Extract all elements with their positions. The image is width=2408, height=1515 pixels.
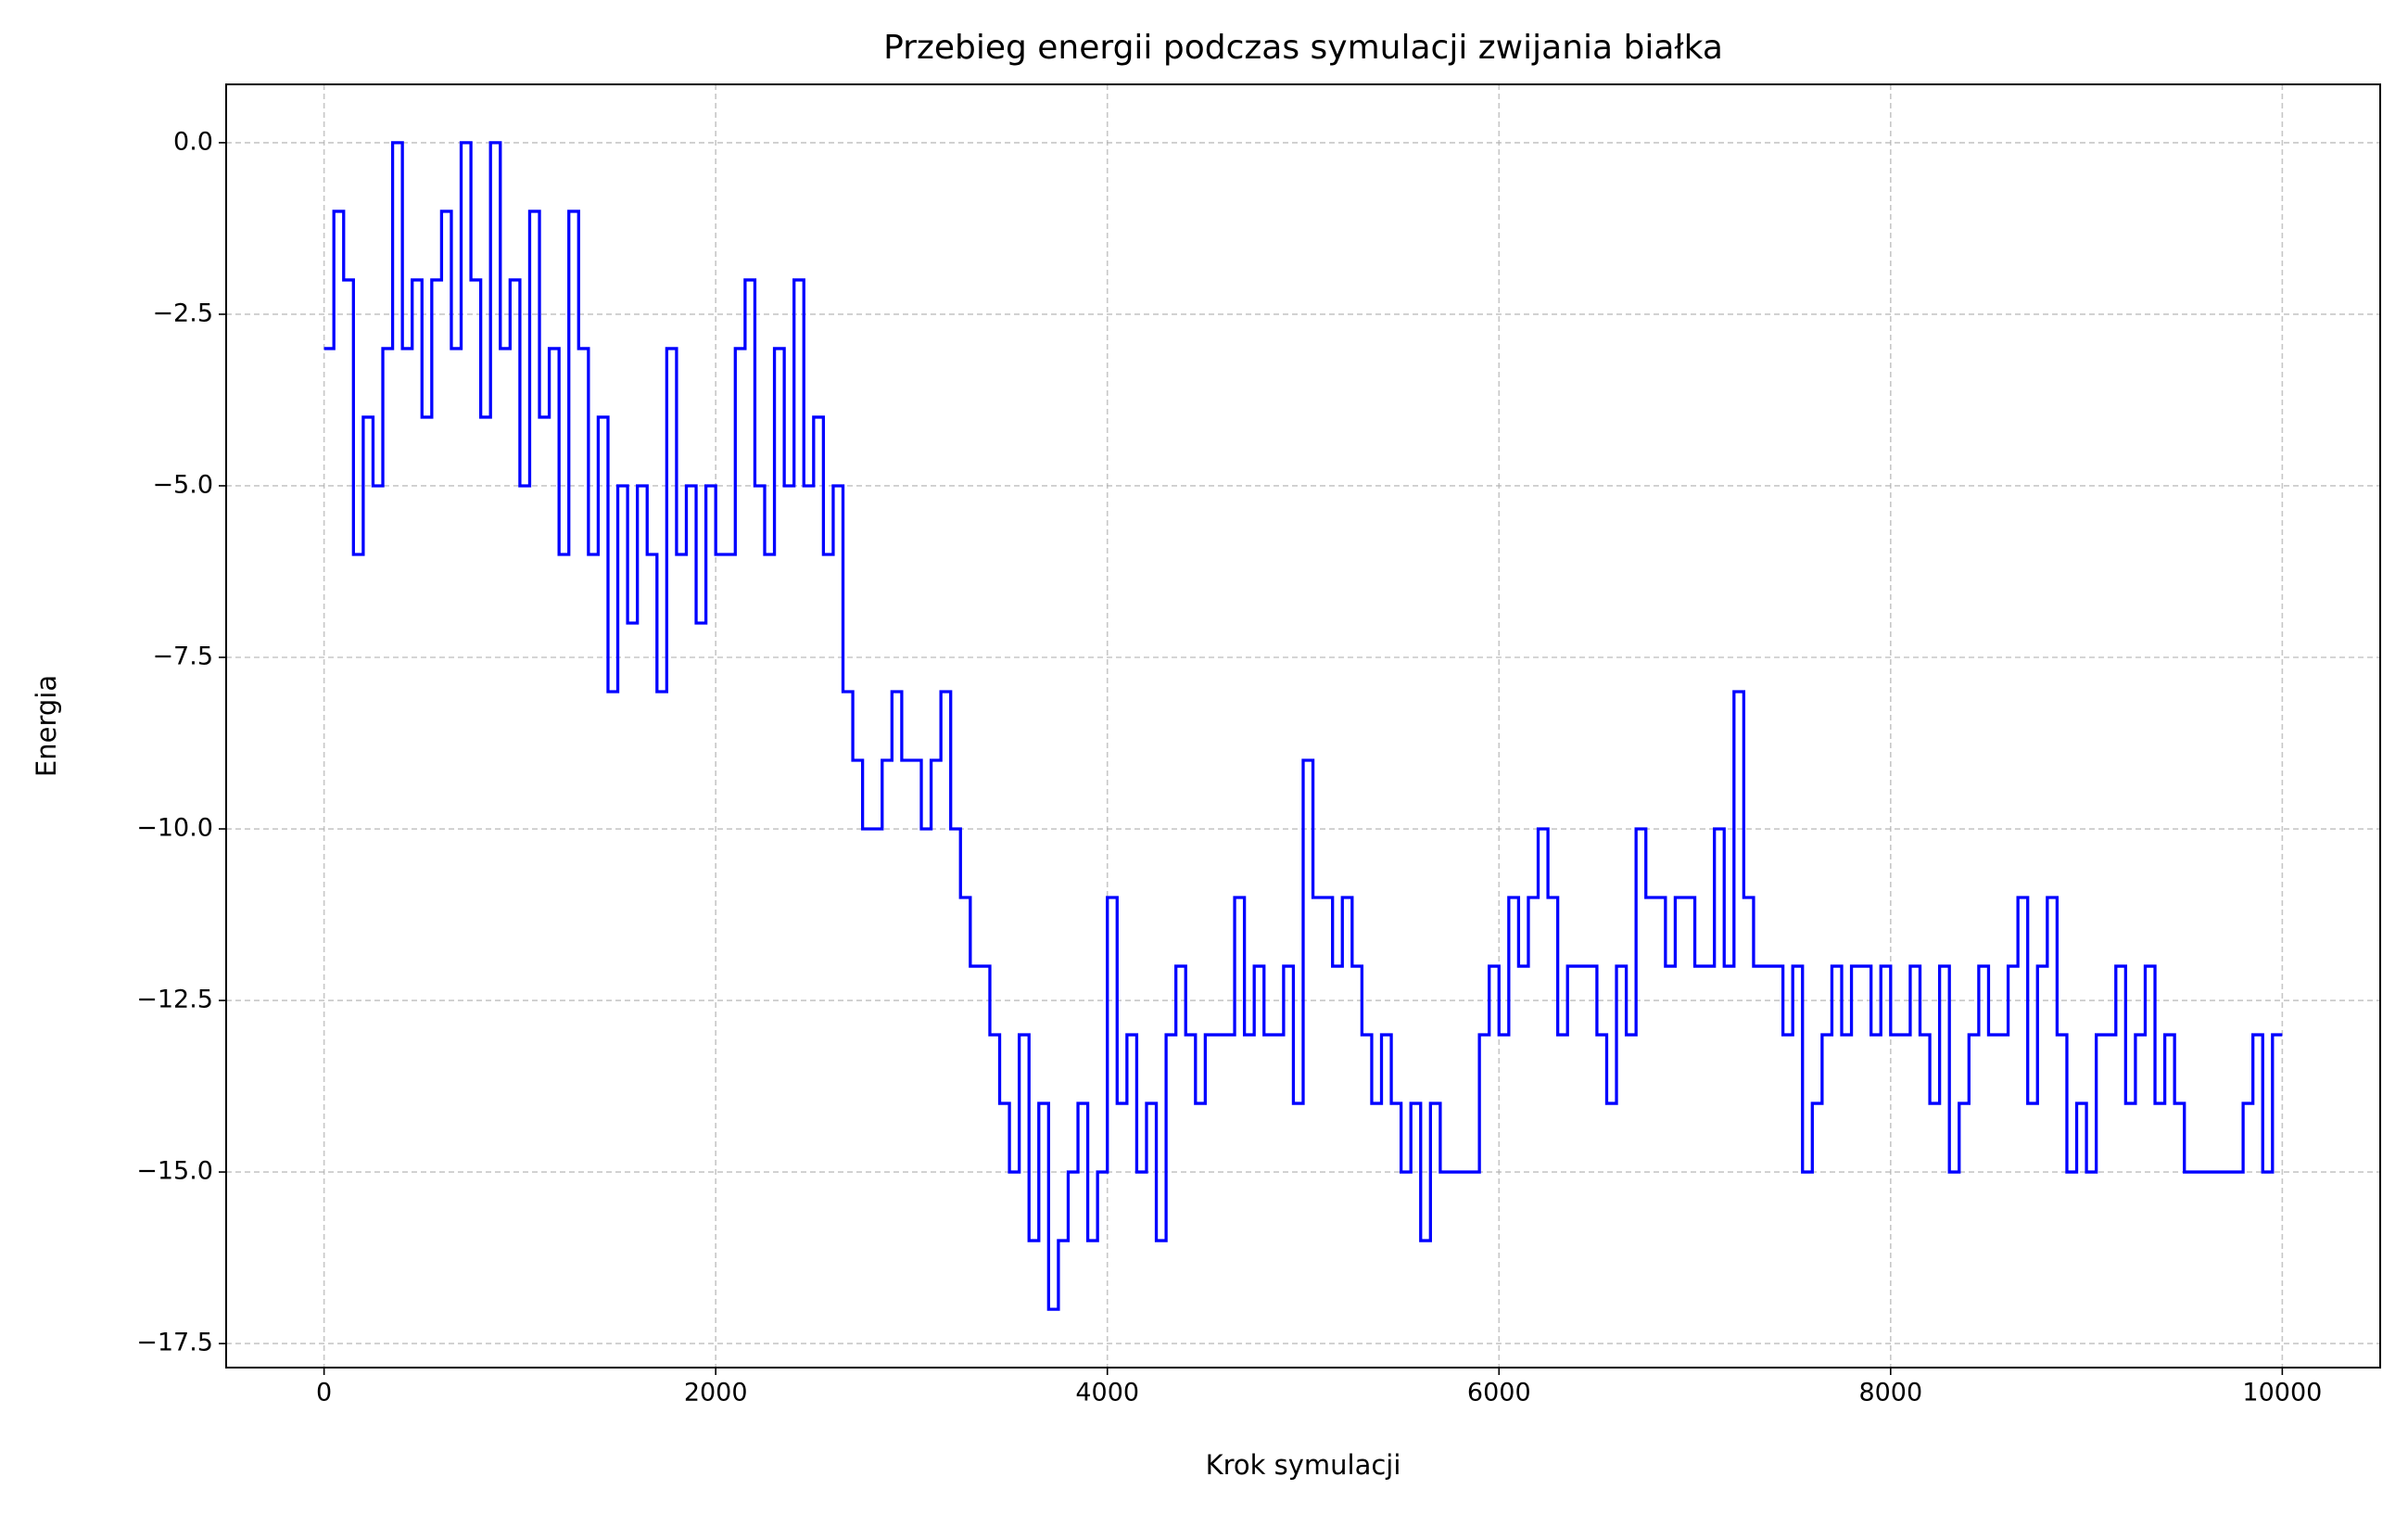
chart-title: Przebieg energii podczas symulacji zwija… — [883, 29, 1723, 67]
plot-frame — [225, 83, 2381, 1369]
y-tick-label: −7.5 — [152, 642, 213, 670]
x-tick-label: 10000 — [2242, 1379, 2322, 1407]
y-tick-label: 0.0 — [173, 127, 213, 156]
x-tick-label: 6000 — [1467, 1379, 1531, 1407]
y-tick-label: −17.5 — [136, 1329, 213, 1357]
x-tick-label: 8000 — [1858, 1379, 1922, 1407]
y-tick-label: −15.0 — [136, 1157, 213, 1186]
x-axis-label: Krok symulacji — [1206, 1449, 1401, 1481]
data-line — [323, 141, 2283, 1311]
y-tick-label: −2.5 — [152, 299, 213, 327]
x-tick-label: 2000 — [684, 1379, 748, 1407]
x-tick-label: 4000 — [1075, 1379, 1139, 1407]
y-axis-label: Energia — [31, 675, 62, 777]
x-tick-label: 0 — [316, 1379, 332, 1407]
y-tick-label: −10.0 — [136, 814, 213, 843]
y-tick-label: −12.5 — [136, 986, 213, 1014]
y-tick-label: −5.0 — [152, 470, 213, 499]
